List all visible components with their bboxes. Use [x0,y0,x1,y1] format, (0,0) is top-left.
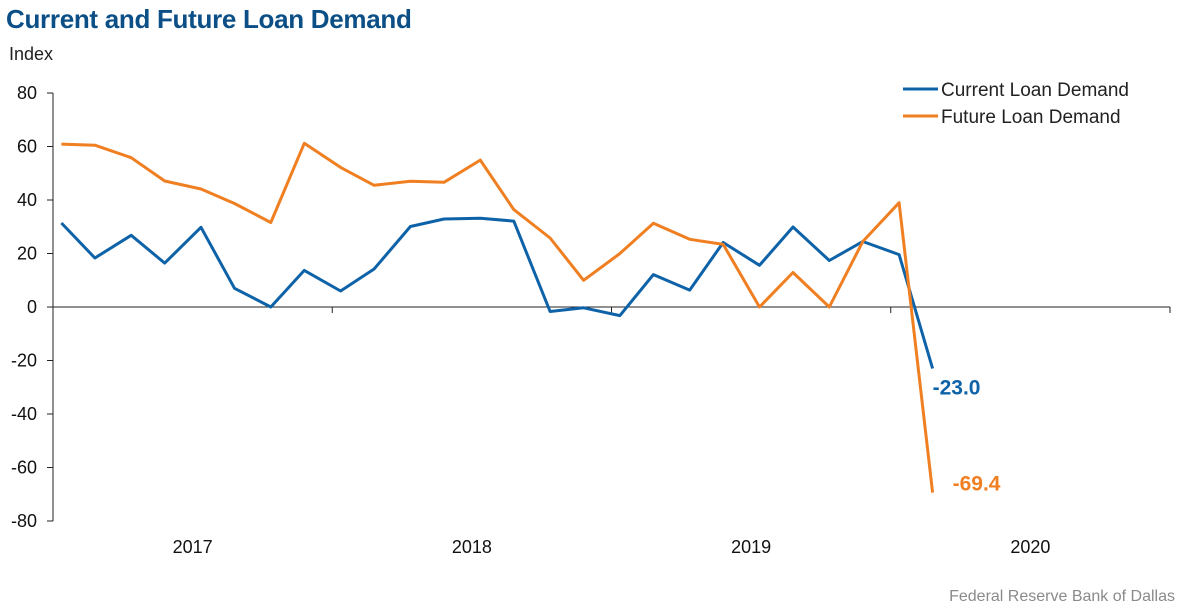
x-tick-label: 2017 [173,537,213,557]
x-tick-label: 2019 [731,537,771,557]
y-tick-label: -40 [11,404,37,424]
x-tick-label: 2018 [452,537,492,557]
y-axis-label: Index [9,44,54,64]
series-line-current [60,216,935,369]
series-lines [60,141,935,493]
legend: Current Loan Demand Future Loan Demand [903,80,1129,128]
source-credit: Federal Reserve Bank of Dallas [949,588,1175,605]
tick-labels: 80 60 40 20 0 -20 -40 -60 -80 2017 2018 2019 2020 [11,83,1050,557]
y-tick-label: -60 [11,458,37,478]
y-tick-label: -20 [11,351,37,371]
y-tick-label: 0 [27,297,37,317]
y-tick-label: -80 [11,511,37,531]
y-tick-label: 80 [17,83,37,103]
end-value-label: -69.4 [953,473,1001,496]
end-value-label: -23.0 [933,377,981,400]
y-tick-label: 20 [17,244,37,264]
y-tick-label: 60 [17,137,37,157]
legend-label: Current Loan Demand [941,80,1129,101]
x-tick-label: 2020 [1010,537,1050,557]
axes [47,92,1171,522]
legend-label: Future Loan Demand [941,107,1121,128]
series-line-future [61,141,935,493]
y-tick-label: 40 [17,190,37,210]
end-labels: -23.0 -69.4 [933,377,1001,496]
chart-title: Current and Future Loan Demand [6,4,412,34]
